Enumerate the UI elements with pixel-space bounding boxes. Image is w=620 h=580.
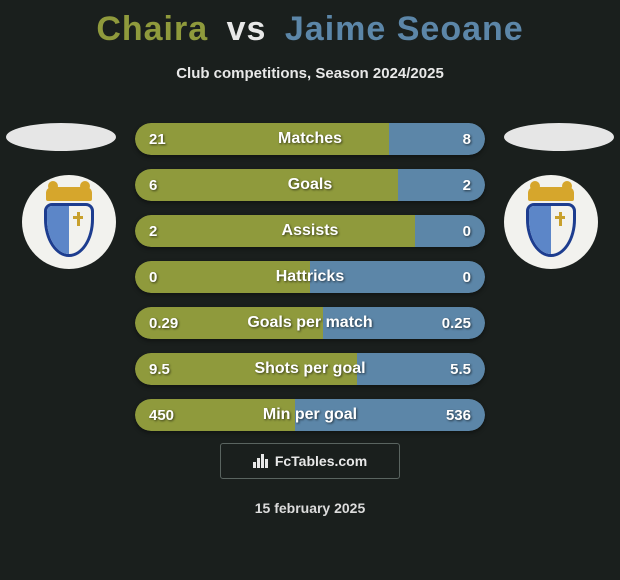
stat-value-right: 2 <box>405 177 485 194</box>
stat-row: 450Min per goal536 <box>135 399 485 431</box>
player2-name: Jaime Seoane <box>285 10 524 48</box>
stat-row: 9.5Shots per goal5.5 <box>135 353 485 385</box>
stat-value-left: 21 <box>135 131 215 148</box>
stat-label: Goals <box>215 176 405 194</box>
player1-club-badge <box>22 175 116 269</box>
cross-icon <box>555 212 565 226</box>
stats-comparison-chart: 21Matches86Goals22Assists00Hattricks00.2… <box>135 123 485 445</box>
stat-label: Matches <box>215 130 405 148</box>
stat-label: Min per goal <box>215 406 405 424</box>
player1-avatar-placeholder <box>6 123 116 151</box>
stat-row: 2Assists0 <box>135 215 485 247</box>
stat-label: Assists <box>215 222 405 240</box>
stat-value-left: 6 <box>135 177 215 194</box>
stat-value-left: 0 <box>135 269 215 286</box>
stat-value-right: 5.5 <box>405 361 485 378</box>
snapshot-date: 15 february 2025 <box>0 500 620 516</box>
stat-row: 0Hattricks0 <box>135 261 485 293</box>
player1-name: Chaira <box>96 10 208 48</box>
stat-label: Hattricks <box>215 268 405 286</box>
stat-row: 0.29Goals per match0.25 <box>135 307 485 339</box>
player2-avatar-placeholder <box>504 123 614 151</box>
shield-icon <box>526 203 576 257</box>
stat-row: 21Matches8 <box>135 123 485 155</box>
competition-subtitle: Club competitions, Season 2024/2025 <box>0 65 620 82</box>
stat-label: Goals per match <box>215 314 405 332</box>
shield-icon <box>44 203 94 257</box>
comparison-title: Chaira vs Jaime Seoane <box>0 0 620 49</box>
stat-value-left: 450 <box>135 407 215 424</box>
vs-label: vs <box>227 10 267 48</box>
stat-value-left: 9.5 <box>135 361 215 378</box>
stat-label: Shots per goal <box>215 360 405 378</box>
brand-footer[interactable]: FcTables.com <box>220 443 400 479</box>
cross-icon <box>73 212 83 226</box>
stat-value-left: 0.29 <box>135 315 215 332</box>
stat-value-right: 536 <box>405 407 485 424</box>
stat-value-right: 0.25 <box>405 315 485 332</box>
crown-icon <box>528 187 574 201</box>
stat-value-left: 2 <box>135 223 215 240</box>
bar-chart-icon <box>253 454 269 468</box>
brand-label: FcTables.com <box>275 453 367 469</box>
stat-value-right: 0 <box>405 269 485 286</box>
stat-row: 6Goals2 <box>135 169 485 201</box>
stat-value-right: 0 <box>405 223 485 240</box>
stat-value-right: 8 <box>405 131 485 148</box>
player2-club-badge <box>504 175 598 269</box>
crown-icon <box>46 187 92 201</box>
